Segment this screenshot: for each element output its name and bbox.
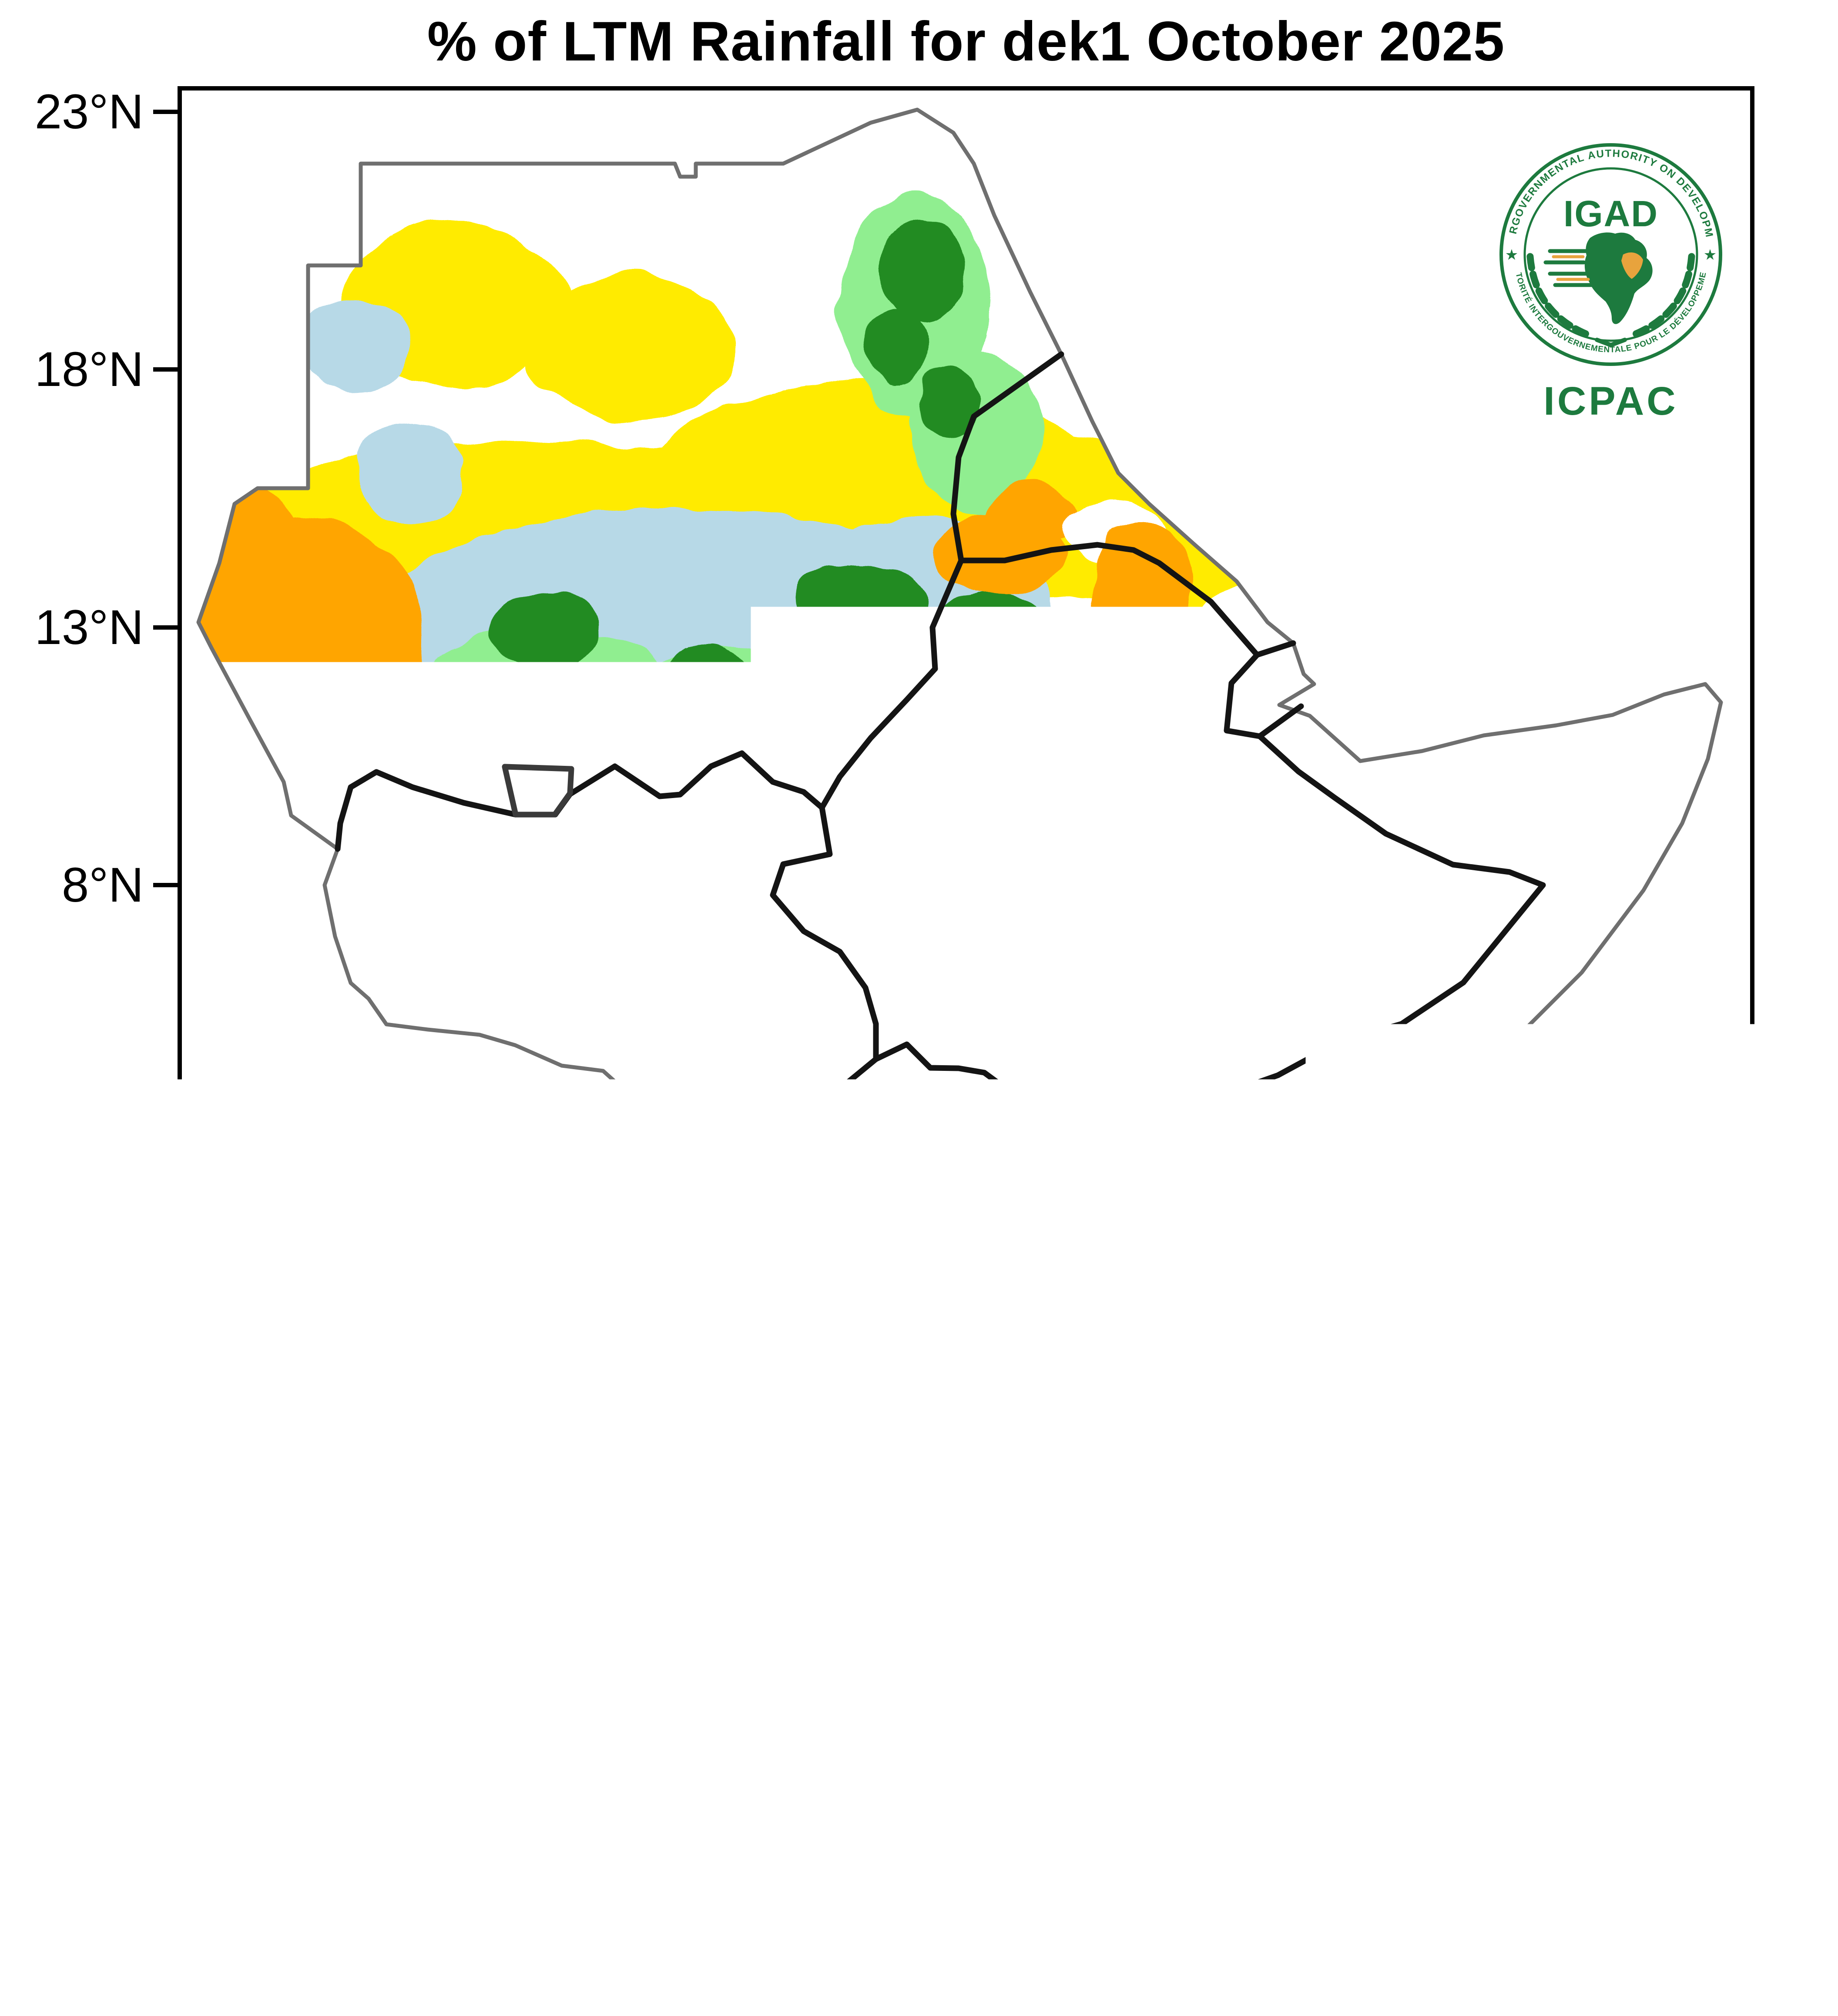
speed-lines-accent-icon [1553,257,1588,279]
x-tick-label: 32°E [668,1944,775,1998]
legend-item: Wetter than normal [207,1503,545,1541]
legend-item: Near normal [207,1582,446,1619]
legend-item: Much wetter than normal [207,1392,595,1466]
y-tick-label: 8°N [62,858,144,912]
map-notes: Data: Merged Data (CHIRP+Stations) *Coun… [1214,1844,1743,1903]
logo-icpac-text: ICPAC [1543,379,1678,423]
legend: Legend Much wetter than normal Wetter th… [198,1318,677,1362]
legend-swatch-much-wetter [207,1411,248,1448]
legend-swatch-drier [207,1662,248,1700]
rainfall-map-page: % of LTM Rainfall for dek1 October 2025 [0,0,1838,2016]
y-axis-labels: 23°N 18°N 13°N 8°N 3°N 2°S 7°S 12°S [35,84,144,1942]
legend-item: No rain [207,1834,371,1872]
legend-item-label: No rain [264,1834,371,1871]
logo-igad-text: IGAD [1563,193,1658,234]
x-tick-label: 27°E [411,1944,517,1998]
x-axis-ticks [206,1916,1752,1943]
legend-swatch-near-normal [207,1582,248,1619]
legend-item-label: Much drier than normal [264,1725,595,1799]
legend-item-label: Near normal [264,1582,446,1619]
y-tick-label: 12°S [37,1888,144,1942]
y-tick-label: 23°N [35,84,144,139]
x-tick-label: 22°E [153,1944,259,1998]
star-icon: ★ [1704,247,1717,263]
legend-swatch-much-drier [207,1744,248,1781]
igad-logo: INTERGOVERNMENTAL AUTHORITY ON DEVELOPME… [1485,124,1737,437]
legend-item: Much drier than normal [207,1725,595,1799]
y-tick-label: 7°S [64,1630,144,1685]
legend-item: Drier than normal [207,1662,520,1700]
boundaries-disclaimer: *Country boundaries are not officially e… [1214,1878,1743,1903]
legend-swatch-no-rain [207,1834,248,1872]
x-tick-label: 42°E [1184,1944,1290,1998]
x-axis-labels: 22°E 27°E 32°E 37°E 42°E 47°E 52°E [153,1944,1805,1998]
africa-icon [1585,232,1653,324]
x-tick-label: 37°E [926,1944,1033,1998]
x-tick-label: 52°E [1699,1944,1805,1998]
star-icon: ★ [1505,247,1518,263]
y-tick-label: 13°N [35,600,144,654]
legend-item-label: Drier than normal [264,1662,520,1699]
y-tick-label: 18°N [35,342,144,396]
x-tick-label: 47°E [1442,1944,1548,1998]
legend-item-label: Wetter than normal [264,1503,545,1540]
legend-item-label: Much wetter than normal [264,1392,595,1466]
legend-swatch-wetter [207,1503,248,1541]
y-tick-label: 2°S [64,1373,144,1427]
legend-title: Legend [208,1318,677,1362]
y-tick-label: 3°N [62,1115,144,1170]
y-axis-ticks [153,112,179,1915]
data-source-note: Data: Merged Data (CHIRP+Stations) [1214,1844,1743,1878]
